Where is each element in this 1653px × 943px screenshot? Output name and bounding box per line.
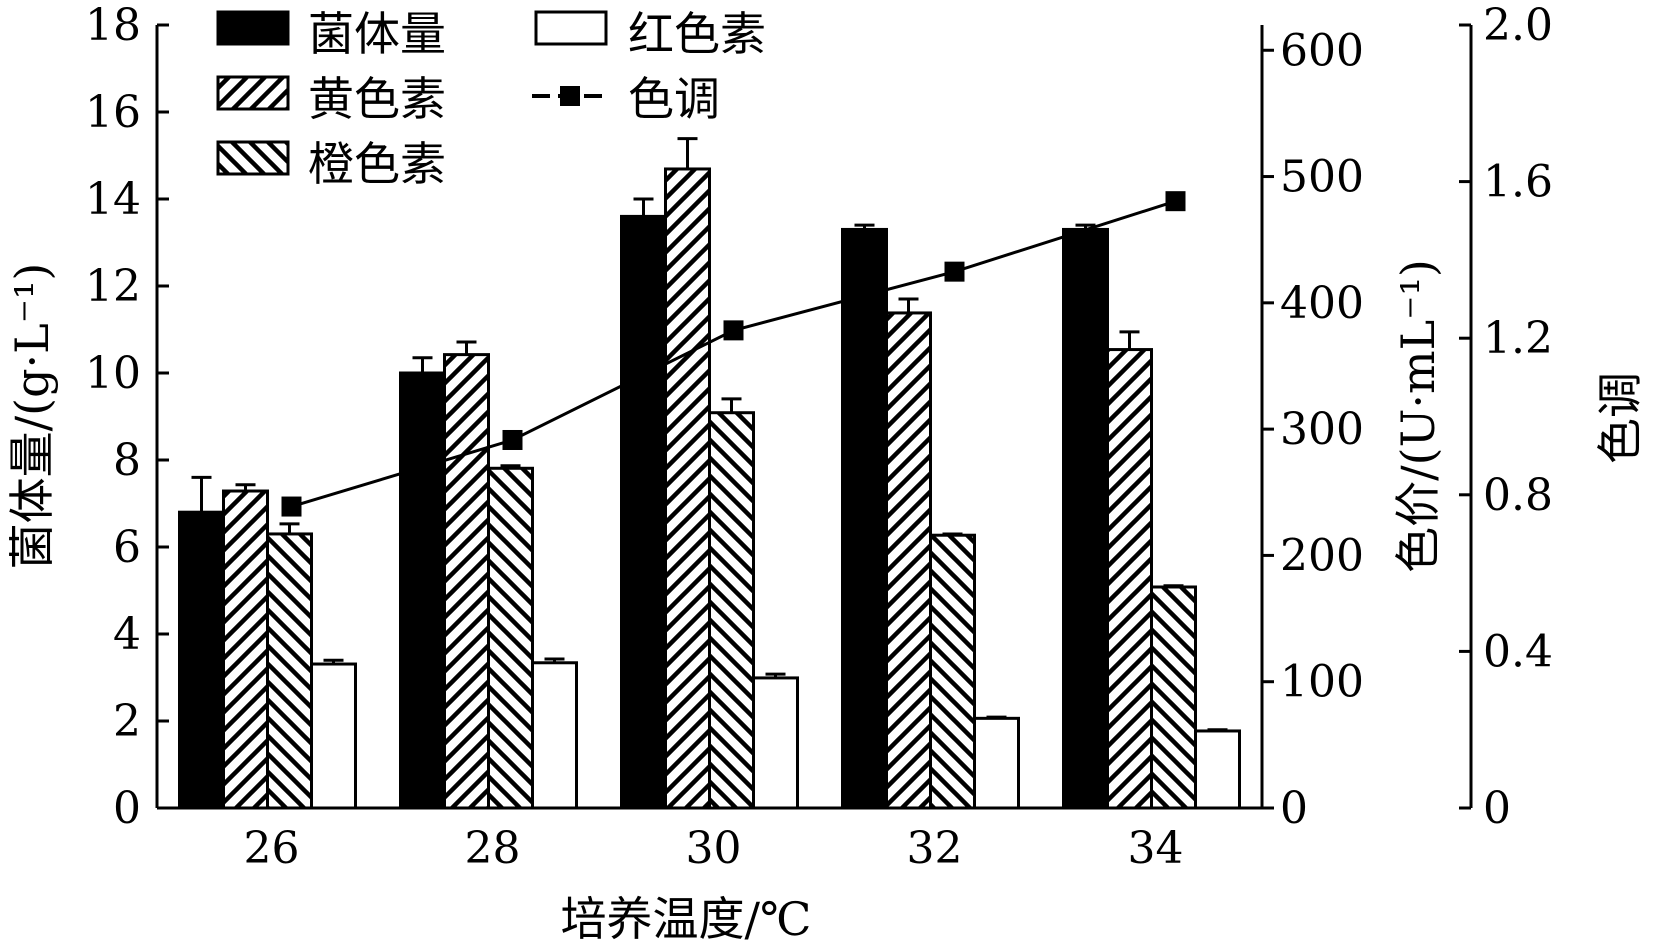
left-tick-label: 6 (113, 522, 141, 573)
axes: 0 2 4 6 8 10 12 14 16 18 0 100 200 300 400 500 600 0 0.4 0.… (5, 0, 1647, 943)
right1-tick-label: 100 (1280, 657, 1364, 708)
x-tick-label: 34 (1128, 823, 1184, 874)
legend: 菌体量 黄色素 橙色素 红色素 色调 (216, 7, 766, 191)
bar-1-2 (664, 167, 711, 810)
left-axis-title: 菌体量/(g·L⁻¹) (5, 263, 59, 570)
right1-tick-label: 300 (1280, 404, 1364, 455)
x-tick-label: 28 (465, 823, 521, 874)
hue-point-0 (281, 496, 302, 517)
bar-3-0 (310, 662, 357, 810)
legend-swatch-hue-marker (560, 86, 580, 106)
right2-tick-label: 0.4 (1483, 626, 1553, 677)
bar-3-2 (752, 676, 799, 810)
left-tick-label: 12 (85, 261, 141, 312)
bar-2-2 (708, 411, 755, 810)
hue-point-3 (944, 261, 965, 282)
right1-tick-label: 600 (1280, 25, 1364, 76)
bar-0-1 (399, 371, 446, 810)
x-axis-title: 培养温度/℃ (561, 892, 812, 943)
right-axis-1-title: 色价/(U·mL⁻¹) (1391, 259, 1445, 573)
bar-0-0 (178, 510, 225, 810)
left-tick-label: 18 (85, 0, 141, 51)
left-tick-label: 2 (113, 696, 141, 747)
bar-0-4 (1062, 227, 1109, 810)
bar-0-3 (841, 227, 888, 810)
bar-0-2 (620, 214, 667, 810)
hue-point-2 (723, 320, 744, 341)
left-tick-label: 10 (85, 348, 141, 399)
legend-swatch-yellow (216, 75, 290, 111)
right2-tick-label: 1.6 (1483, 157, 1553, 208)
right1-tick-label: 0 (1280, 783, 1308, 834)
left-tick-label: 0 (113, 783, 141, 834)
legend-label-biomass: 菌体量 (308, 7, 446, 61)
x-tick-label: 26 (244, 823, 300, 874)
bar-2-1 (487, 466, 534, 810)
right1-tick-label: 200 (1280, 530, 1364, 581)
bar-1-1 (443, 353, 490, 810)
left-tick-label: 8 (113, 435, 141, 486)
legend-label-red: 红色素 (628, 7, 766, 61)
bar-1-3 (885, 311, 932, 810)
bar-3-3 (973, 716, 1020, 810)
bar-2-0 (266, 532, 313, 810)
right2-tick-label: 1.2 (1483, 313, 1553, 364)
x-tick-label: 32 (907, 823, 963, 874)
x-tick-label: 30 (686, 823, 742, 874)
left-tick-label: 14 (85, 174, 141, 225)
hue-point-1 (502, 429, 523, 450)
bar-2-4 (1150, 585, 1197, 810)
right1-tick-label: 400 (1280, 278, 1364, 329)
right1-tick-label: 500 (1280, 152, 1364, 203)
hue-line-layer (281, 191, 1186, 517)
hue-point-4 (1165, 191, 1186, 212)
right2-tick-label: 2.0 (1483, 0, 1553, 51)
bar-1-4 (1106, 348, 1153, 810)
legend-label-yellow: 黄色素 (308, 72, 446, 126)
left-tick-label: 4 (113, 609, 141, 660)
bar-1-0 (222, 489, 269, 810)
right2-tick-label: 0.8 (1483, 470, 1553, 521)
legend-swatch-red (534, 10, 608, 46)
bar-3-4 (1194, 729, 1241, 810)
left-tick-label: 16 (85, 87, 141, 138)
legend-swatch-orange (216, 140, 290, 176)
bar-2-3 (929, 533, 976, 810)
legend-swatch-biomass (216, 10, 290, 46)
legend-label-orange: 橙色素 (308, 137, 446, 191)
bar-3-1 (531, 661, 578, 810)
right-axis-2-title: 色调 (1593, 372, 1647, 464)
right2-tick-label: 0 (1483, 783, 1511, 834)
legend-label-hue: 色调 (628, 72, 720, 126)
bars (178, 137, 1241, 810)
